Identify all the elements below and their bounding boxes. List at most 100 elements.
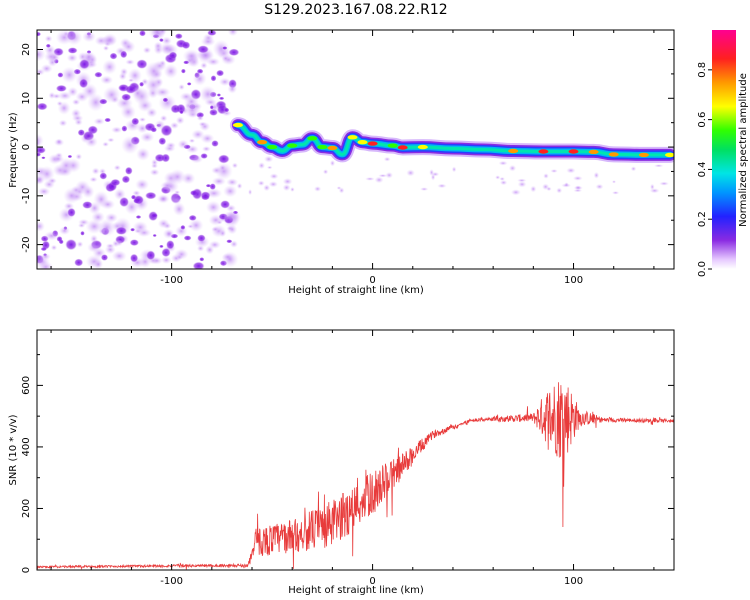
noise-blob-weak: [221, 253, 234, 261]
noise-blob-strong: [99, 98, 108, 105]
noise-blob-weak: [199, 85, 217, 103]
noise-blob-weak: [517, 181, 527, 188]
noise-blob-strong: [174, 33, 183, 40]
noise-blob-weak: [508, 164, 517, 172]
noise-blob-weak: [159, 42, 175, 55]
y-tick-label: 0: [21, 567, 32, 573]
noise-blob-weak: [132, 221, 148, 234]
noise-blob-weak: [177, 139, 189, 149]
noise-blob-weak: [206, 57, 220, 66]
noise-blob-weak: [188, 138, 196, 143]
noise-blob-strong: [65, 239, 77, 251]
noise-blob-weak: [248, 189, 253, 196]
ridge-peak: [232, 122, 243, 128]
noise-blob-strong: [151, 213, 158, 218]
noise-blob-weak: [268, 181, 278, 188]
noise-blob-weak: [83, 51, 95, 63]
noise-blob-weak: [566, 167, 576, 174]
ridge-peak: [568, 149, 579, 154]
snr-series-line: [37, 382, 674, 570]
noise-blob-weak: [659, 181, 669, 186]
noise-blob-strong: [129, 239, 139, 247]
noise-blob-strong: [152, 234, 157, 237]
noise-blob-weak: [437, 183, 447, 189]
noise-blob-weak: [43, 231, 60, 241]
noise-blob-weak: [223, 185, 238, 198]
noise-blob-weak: [236, 182, 243, 190]
noise-blob-strong: [216, 93, 221, 97]
noise-blob-strong: [67, 154, 73, 159]
noise-blob-strong: [135, 215, 142, 219]
noise-blob-weak: [266, 165, 273, 170]
noise-blob-weak: [160, 181, 175, 191]
noise-blob-weak: [498, 160, 508, 166]
noise-blob-weak: [37, 174, 46, 185]
noise-blob-weak: [187, 224, 194, 229]
noise-blob-strong: [179, 110, 184, 115]
noise-blob-weak: [429, 169, 434, 176]
noise-blob-strong: [109, 52, 118, 60]
ridge-peak: [397, 145, 408, 150]
noise-blob-weak: [205, 200, 221, 214]
noise-blob-strong: [99, 172, 108, 180]
noise-blob-strong: [228, 48, 240, 56]
x-tick-label: 0: [369, 275, 375, 286]
noise-blob-weak: [161, 36, 172, 45]
noise-blob-strong: [67, 47, 78, 54]
noise-blob-weak: [542, 183, 550, 191]
noise-blob-weak: [222, 210, 240, 222]
ridge-peak: [538, 149, 549, 154]
noise-blob-weak: [102, 86, 121, 104]
noise-blob-weak: [556, 187, 563, 194]
ridge-peak: [508, 148, 519, 154]
noise-blob-weak: [612, 180, 616, 184]
noise-blob-strong: [131, 117, 140, 126]
noise-blob-strong: [190, 190, 198, 196]
noise-blob-strong: [110, 178, 121, 187]
noise-blob-weak: [374, 176, 384, 184]
y-tick-label: 10: [21, 92, 32, 105]
noise-blob-strong: [37, 146, 46, 154]
noise-blob-weak: [125, 59, 135, 65]
noise-blob-weak: [630, 166, 637, 172]
noise-blob-weak: [231, 162, 238, 169]
noise-blob-weak: [365, 177, 375, 181]
y-tick-label: -10: [21, 188, 32, 204]
noise-blob-weak: [128, 78, 134, 83]
noise-blob-weak: [59, 226, 71, 235]
noise-blob-weak: [499, 177, 506, 181]
noise-blob-weak: [113, 188, 126, 201]
ridge-peak: [387, 143, 398, 148]
noise-blob-strong: [80, 231, 85, 236]
noise-blob-strong: [210, 75, 217, 82]
noise-blob-weak: [258, 162, 266, 170]
noise-blob-strong: [130, 253, 139, 263]
spectrogram-noise-region: [37, 30, 671, 269]
noise-blob-weak: [269, 173, 279, 180]
y-tick-label: 400: [21, 437, 32, 456]
noise-blob-weak: [611, 191, 620, 195]
noise-blob-weak: [136, 147, 150, 161]
noise-blob-weak: [338, 187, 345, 194]
noise-blob-weak: [169, 169, 186, 185]
noise-blob-weak: [163, 64, 179, 79]
noise-blob-strong: [139, 81, 145, 87]
colorbar-tick-label: 0.0: [697, 261, 708, 277]
noise-blob-weak: [37, 187, 51, 196]
noise-blob-strong: [197, 234, 206, 242]
noise-blob-strong: [57, 72, 64, 78]
noise-blob-weak: [595, 183, 604, 190]
noise-blob-weak: [37, 133, 44, 148]
noise-blob-strong: [218, 154, 230, 164]
noise-blob-weak: [170, 195, 182, 205]
noise-blob-weak: [111, 126, 123, 134]
noise-blob-strong: [197, 45, 209, 54]
noise-blob-weak: [58, 119, 68, 127]
ridge-peak: [257, 140, 268, 145]
noise-blob-weak: [111, 250, 127, 262]
noise-blob-strong: [37, 102, 48, 111]
ridge-peak: [417, 144, 428, 150]
noise-blob-weak: [178, 84, 185, 91]
noise-blob-weak: [219, 164, 227, 172]
noise-blob-weak: [158, 30, 167, 36]
